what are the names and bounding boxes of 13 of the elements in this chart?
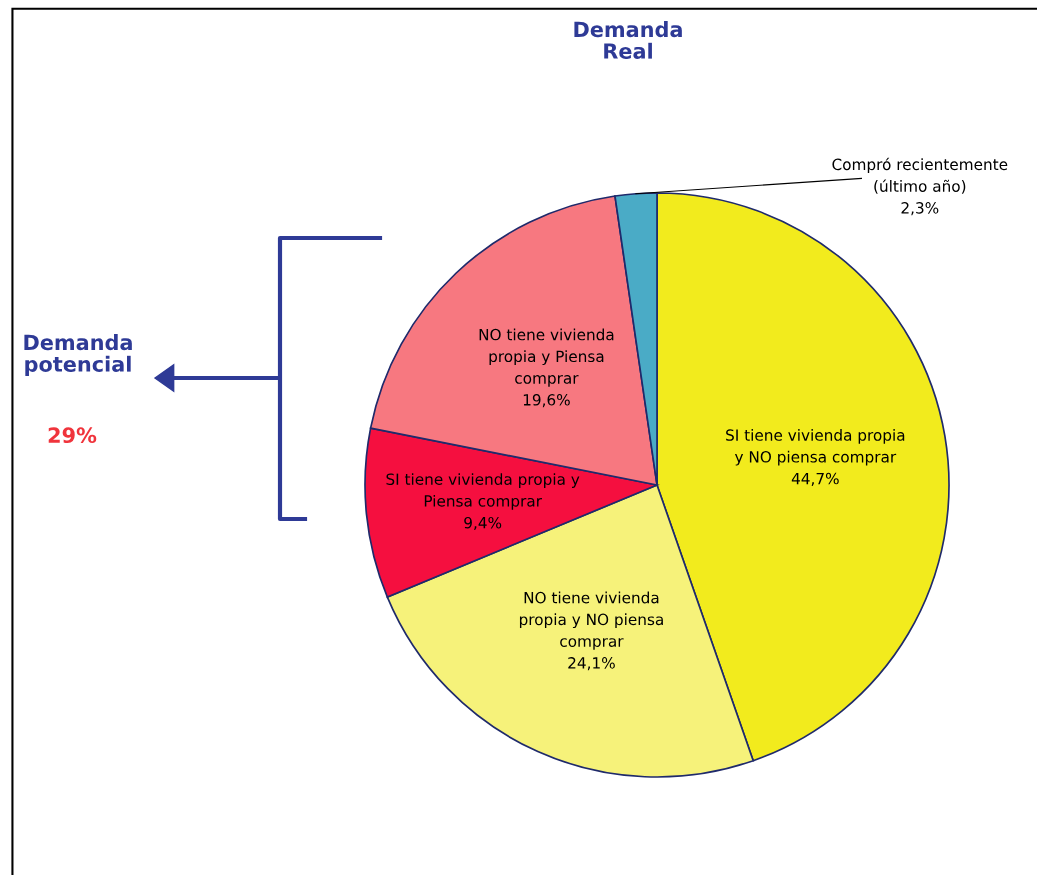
text: 29%: [48, 427, 97, 444]
slice-label: Compró recientemente (último año): [832, 157, 1008, 194]
data-label: 9,4%: [464, 516, 502, 531]
slice-label: NO tiene vivienda propia y Piensa comprar: [479, 328, 614, 387]
data-label: 24,1%: [568, 657, 615, 671]
text: Demanda Real: [574, 21, 682, 59]
text: Demanda potencial: [24, 334, 132, 376]
data-label: 2,3%: [901, 202, 939, 216]
data-label: 44,7%: [791, 472, 839, 486]
slice-label: NO tiene vivienda propia y NO piensa comprar: [519, 591, 663, 650]
slice-label: SI tiene vivienda propia y Piensa comprar: [386, 473, 580, 510]
data-label: 19,6%: [523, 394, 570, 408]
slice-label: SI tiene vivienda propia y NO piensa comprar: [726, 429, 905, 466]
